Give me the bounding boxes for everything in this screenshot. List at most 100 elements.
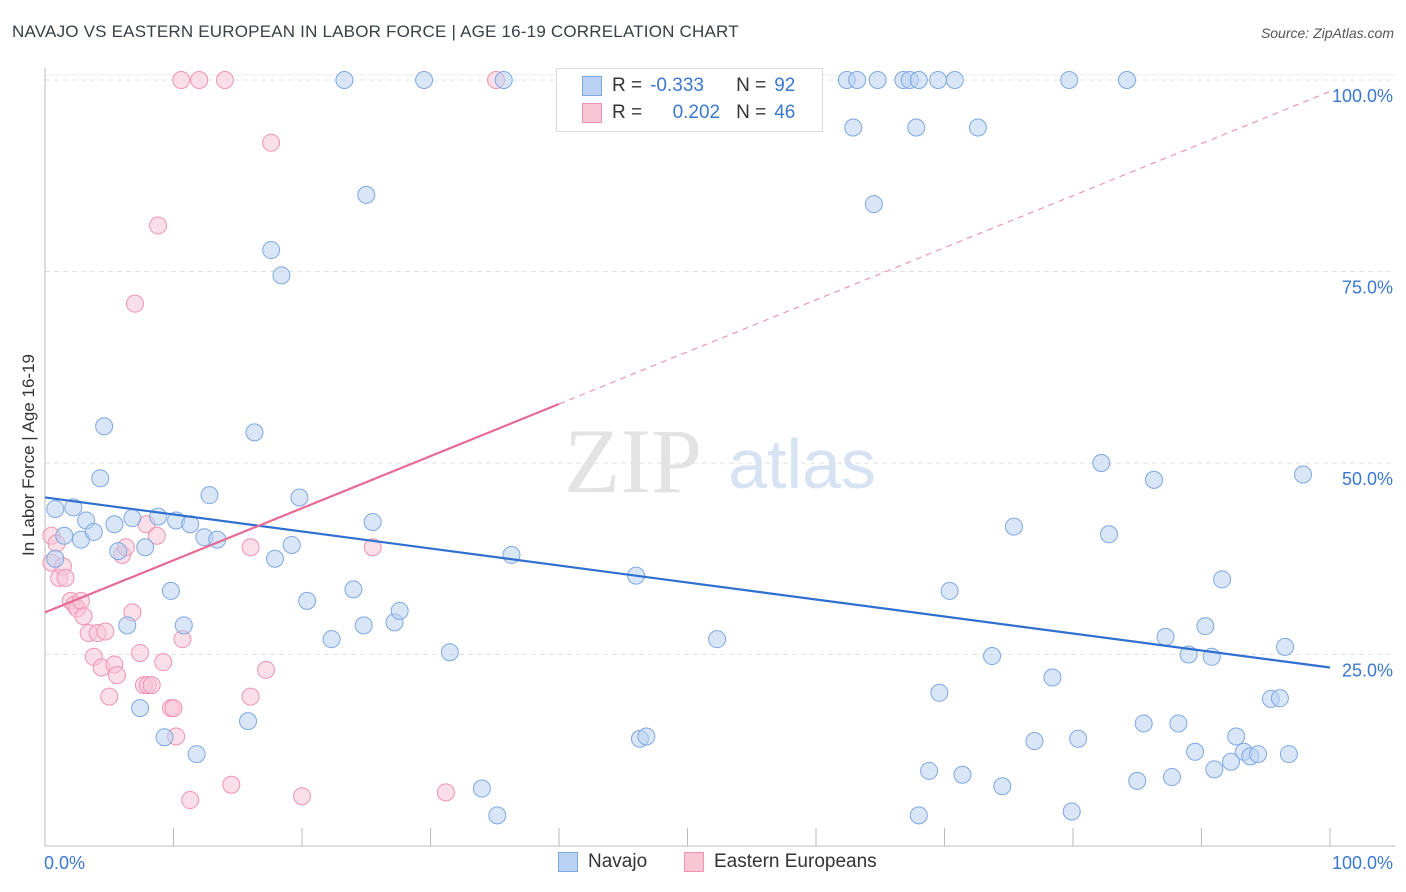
data-point-navajo bbox=[131, 699, 150, 718]
y-tick-label: 75.0% bbox=[1342, 278, 1393, 298]
source-label: Source: ZipAtlas.com bbox=[1260, 25, 1394, 41]
legend-label-eastern-europeans: Eastern Europeans bbox=[714, 851, 877, 872]
data-point-navajo bbox=[1205, 760, 1224, 779]
data-point-navajo bbox=[1117, 71, 1136, 89]
data-point-eastern-europeans bbox=[131, 643, 150, 662]
data-point-navajo bbox=[1025, 732, 1044, 751]
data-point-eastern-europeans bbox=[363, 538, 382, 557]
x-tick-label: 0.0% bbox=[44, 853, 85, 873]
data-point-eastern-europeans bbox=[154, 653, 173, 672]
data-point-navajo bbox=[868, 71, 887, 89]
data-point-navajo bbox=[472, 779, 491, 798]
data-point-navajo bbox=[357, 185, 376, 204]
data-point-navajo bbox=[200, 486, 219, 505]
x-tick-label: 100.0% bbox=[1332, 853, 1393, 873]
data-point-eastern-europeans bbox=[107, 666, 126, 685]
data-point-eastern-europeans bbox=[149, 216, 168, 235]
data-point-eastern-europeans bbox=[257, 660, 276, 679]
data-point-navajo bbox=[1169, 714, 1188, 733]
data-point-eastern-europeans bbox=[125, 294, 144, 313]
data-point-navajo bbox=[983, 647, 1002, 666]
data-point-navajo bbox=[844, 118, 863, 137]
data-point-navajo bbox=[848, 71, 867, 89]
legend-n-value-navajo: 92 bbox=[774, 75, 796, 96]
x-tick-labels: 0.0% 100.0% bbox=[44, 853, 1393, 873]
legend-r-value-eastern: 0.202 bbox=[672, 102, 721, 123]
data-point-navajo bbox=[322, 630, 341, 649]
legend-r-label: R = bbox=[612, 75, 643, 96]
data-point-navajo bbox=[266, 549, 285, 568]
series-eastern-europeans bbox=[42, 71, 506, 810]
data-point-eastern-europeans bbox=[56, 568, 75, 587]
data-point-eastern-europeans bbox=[215, 71, 234, 89]
data-point-navajo bbox=[920, 761, 939, 780]
legend-row-eastern: R = 0.202 N = 46 bbox=[582, 100, 795, 126]
data-point-navajo bbox=[1227, 727, 1246, 746]
data-point-eastern-europeans bbox=[241, 538, 260, 557]
data-point-navajo bbox=[930, 683, 949, 702]
data-point-navajo bbox=[1092, 454, 1111, 472]
data-point-navajo bbox=[1249, 745, 1268, 764]
data-point-navajo bbox=[440, 643, 459, 662]
data-point-navajo bbox=[105, 515, 124, 534]
data-point-navajo bbox=[1144, 470, 1163, 489]
data-point-eastern-europeans bbox=[96, 622, 115, 641]
chart-title: NAVAJO VS EASTERN EUROPEAN IN LABOR FORC… bbox=[12, 22, 739, 41]
trend-line-navajo bbox=[44, 496, 1331, 669]
legend-item-eastern-europeans: Eastern Europeans bbox=[684, 851, 877, 873]
data-point-navajo bbox=[84, 522, 103, 541]
data-point-navajo bbox=[708, 630, 727, 649]
data-point-navajo bbox=[290, 488, 309, 507]
data-point-navajo bbox=[335, 71, 354, 89]
data-point-navajo bbox=[298, 591, 317, 610]
data-point-navajo bbox=[174, 616, 193, 635]
data-point-navajo bbox=[46, 499, 65, 518]
data-point-navajo bbox=[262, 241, 281, 260]
data-point-navajo bbox=[864, 195, 883, 214]
data-point-navajo bbox=[155, 728, 174, 747]
data-point-navajo bbox=[1128, 771, 1147, 790]
data-point-navajo bbox=[1294, 465, 1313, 484]
trend-line-eastern-europeans-projection bbox=[558, 90, 1331, 405]
data-point-navajo bbox=[363, 512, 382, 531]
data-point-navajo bbox=[1270, 689, 1289, 708]
data-point-navajo bbox=[123, 509, 142, 528]
data-point-navajo bbox=[909, 806, 928, 825]
legend-n-label: N = bbox=[736, 75, 767, 96]
data-point-navajo bbox=[1060, 71, 1079, 89]
data-point-navajo bbox=[390, 601, 409, 620]
data-point-eastern-europeans bbox=[172, 71, 191, 89]
data-point-eastern-europeans bbox=[222, 775, 241, 794]
data-point-eastern-europeans bbox=[142, 676, 161, 695]
data-point-navajo bbox=[1196, 617, 1215, 636]
data-point-navajo bbox=[637, 727, 656, 746]
watermark-atlas: atlas bbox=[728, 425, 876, 503]
trend-lines bbox=[44, 90, 1331, 669]
watermark: ZIP atlas bbox=[564, 410, 876, 512]
legend-label-navajo: Navajo bbox=[588, 851, 648, 872]
data-point-navajo bbox=[1186, 742, 1205, 761]
legend-row-navajo: R = -0.333 N = 92 bbox=[582, 73, 795, 99]
legend-swatch-eastern bbox=[684, 852, 704, 872]
data-point-eastern-europeans bbox=[147, 526, 166, 545]
y-axis-label: In Labor Force | Age 16-19 bbox=[19, 354, 38, 556]
legend-r-label: R = bbox=[612, 102, 643, 123]
data-point-navajo bbox=[1213, 570, 1232, 589]
data-point-navajo bbox=[929, 71, 948, 89]
data-point-eastern-europeans bbox=[293, 787, 311, 806]
data-point-navajo bbox=[1004, 517, 1023, 536]
data-point-navajo bbox=[953, 765, 972, 784]
legend-swatch-eastern bbox=[582, 103, 602, 123]
legend-swatch-navajo bbox=[582, 76, 602, 96]
series-legend: Navajo Eastern Europeans bbox=[0, 851, 1406, 877]
data-point-navajo bbox=[282, 535, 301, 554]
data-point-navajo bbox=[118, 616, 137, 635]
y-tick-label: 25.0% bbox=[1342, 661, 1393, 681]
data-point-navajo bbox=[95, 417, 114, 436]
gridlines bbox=[45, 74, 1395, 655]
legend-r-value-navajo: -0.333 bbox=[650, 75, 704, 96]
data-point-navajo bbox=[1279, 745, 1298, 764]
legend-swatch-navajo bbox=[558, 852, 578, 872]
data-point-eastern-europeans bbox=[100, 687, 119, 706]
